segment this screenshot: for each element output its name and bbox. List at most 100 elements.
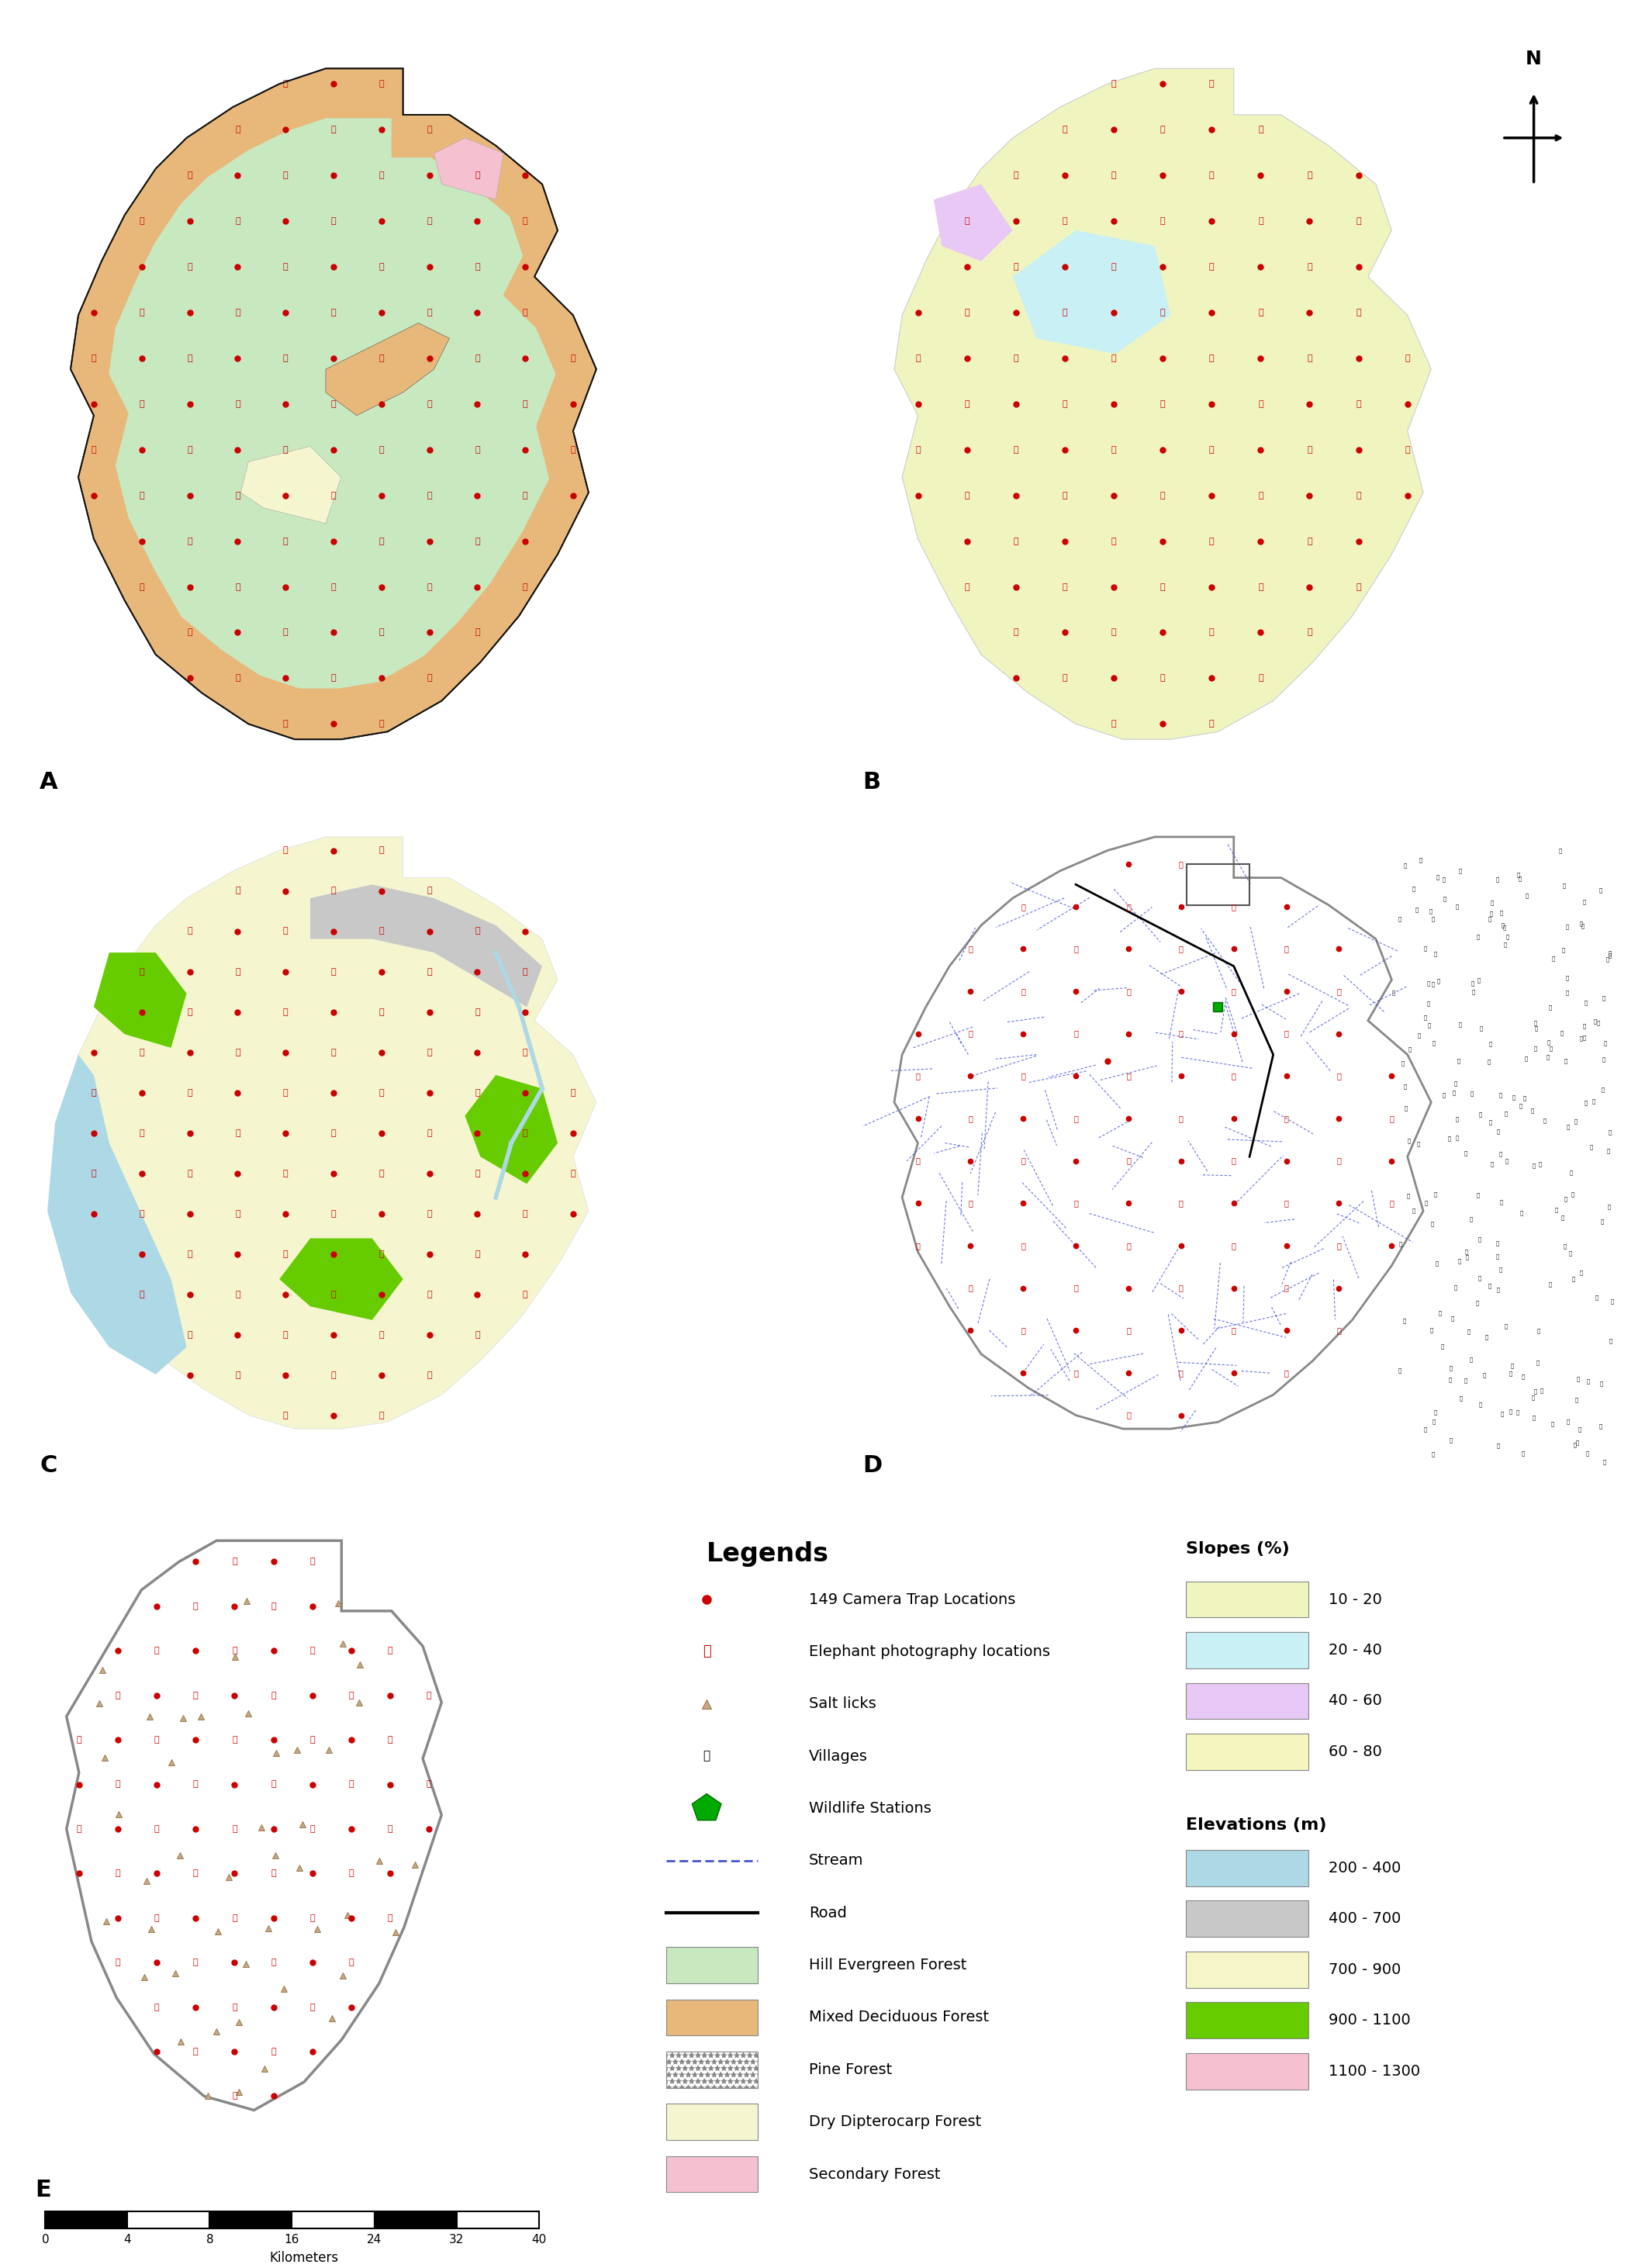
- Text: 🐘: 🐘: [271, 1869, 276, 1878]
- Text: 🏠: 🏠: [1564, 1243, 1568, 1250]
- Text: 🐘: 🐘: [309, 1558, 314, 1565]
- Text: 🐘: 🐘: [192, 1780, 197, 1787]
- Text: 🏠: 🏠: [1582, 1023, 1586, 1030]
- Text: 🐘: 🐘: [378, 1089, 383, 1095]
- Text: 🏠: 🏠: [1497, 1254, 1500, 1259]
- Text: 🐘: 🐘: [378, 1007, 383, 1016]
- Text: 🐘: 🐘: [1355, 492, 1360, 499]
- Text: 🐘: 🐘: [969, 1030, 972, 1036]
- Text: 🐘: 🐘: [271, 1780, 276, 1787]
- Text: 🐘: 🐘: [271, 2048, 276, 2055]
- Text: 🐘: 🐘: [283, 846, 288, 855]
- Text: 🏠: 🏠: [1464, 1250, 1467, 1254]
- Text: 🐘: 🐘: [475, 538, 480, 544]
- Text: 🏠: 🏠: [1476, 1193, 1479, 1198]
- Text: 🏠: 🏠: [1426, 980, 1430, 987]
- Text: 🐘: 🐘: [388, 1735, 393, 1744]
- Text: 🐘: 🐘: [1337, 1327, 1341, 1334]
- Bar: [1186, 2003, 1308, 2039]
- Text: 🏠: 🏠: [1464, 1377, 1467, 1383]
- Bar: [127, 2211, 209, 2227]
- Text: 🏠: 🏠: [1576, 1377, 1579, 1381]
- Bar: [456, 2211, 540, 2227]
- Text: 🐘: 🐘: [155, 1914, 160, 1921]
- Text: 🐘: 🐘: [1074, 1030, 1077, 1036]
- Text: 🏠: 🏠: [1420, 857, 1423, 862]
- Text: 🐘: 🐘: [1232, 903, 1235, 909]
- Text: 🏠: 🏠: [1573, 1442, 1576, 1447]
- Text: 🏠: 🏠: [1525, 894, 1528, 898]
- Text: 🏠: 🏠: [1609, 1129, 1612, 1134]
- Text: 🏠: 🏠: [1551, 1422, 1555, 1427]
- Text: 🏠: 🏠: [1487, 1059, 1490, 1064]
- Text: 🐘: 🐘: [1110, 719, 1117, 728]
- Text: 🐘: 🐘: [115, 1780, 120, 1787]
- Text: 🏠: 🏠: [1522, 1374, 1525, 1379]
- Text: Mixed Deciduous Forest: Mixed Deciduous Forest: [809, 2009, 989, 2025]
- Text: 🏠: 🏠: [1418, 1032, 1421, 1036]
- Text: 🏠: 🏠: [1555, 1207, 1558, 1213]
- Text: 🏠: 🏠: [1413, 887, 1416, 891]
- Text: 🏠: 🏠: [1500, 1200, 1504, 1204]
- Text: 🐘: 🐘: [349, 1692, 354, 1699]
- Text: 🐘: 🐘: [475, 354, 480, 363]
- Text: 🏠: 🏠: [1479, 1111, 1482, 1118]
- Text: 🐘: 🐘: [1232, 1073, 1235, 1080]
- Text: 🏠: 🏠: [1500, 923, 1504, 928]
- Text: 🏠: 🏠: [1436, 1261, 1439, 1266]
- Text: 🐘: 🐘: [331, 887, 336, 894]
- Text: 🏠: 🏠: [1584, 1000, 1587, 1005]
- Text: 🏠: 🏠: [1416, 907, 1420, 912]
- Text: 🐘: 🐘: [1127, 903, 1130, 909]
- Text: 🐘: 🐘: [475, 172, 480, 179]
- Text: 🐘: 🐘: [969, 1114, 972, 1123]
- Text: 🐘: 🐘: [475, 263, 480, 270]
- Text: 🏠: 🏠: [1550, 1046, 1553, 1050]
- Text: 🐘: 🐘: [378, 79, 383, 88]
- Text: 🏠: 🏠: [1550, 1005, 1553, 1009]
- Text: 🏠: 🏠: [1469, 1216, 1472, 1222]
- Text: 🏠: 🏠: [1561, 1216, 1564, 1220]
- Text: 400 - 700: 400 - 700: [1329, 1912, 1402, 1926]
- Text: 🐘: 🐘: [271, 1960, 276, 1966]
- Text: 🐘: 🐘: [283, 1250, 288, 1259]
- Text: 🐘: 🐘: [1308, 538, 1313, 544]
- Text: 🐘: 🐘: [283, 447, 288, 454]
- Text: 🐘: 🐘: [1405, 354, 1410, 363]
- Text: 🏠: 🏠: [1454, 1286, 1457, 1290]
- Text: 🐘: 🐘: [1022, 1243, 1025, 1250]
- Text: 🐘: 🐘: [140, 308, 145, 315]
- Text: 🐘: 🐘: [1160, 308, 1165, 315]
- Text: 🐘: 🐘: [115, 1960, 120, 1966]
- Text: 🐘: 🐘: [571, 1170, 576, 1177]
- Text: 🐘: 🐘: [571, 447, 576, 454]
- Text: 🏠: 🏠: [1497, 1442, 1500, 1449]
- Text: 🐘: 🐘: [388, 1647, 393, 1656]
- Text: 🏠: 🏠: [1584, 1100, 1587, 1105]
- Text: 🏠: 🏠: [1515, 1411, 1518, 1415]
- Text: 🏠: 🏠: [1489, 1120, 1492, 1125]
- Text: 🐘: 🐘: [1285, 1370, 1288, 1377]
- Text: 🐘: 🐘: [378, 172, 383, 179]
- Bar: [666, 2157, 758, 2193]
- Text: 🏠: 🏠: [1476, 934, 1479, 939]
- Text: 🏠: 🏠: [1522, 1452, 1525, 1456]
- Text: 🏠: 🏠: [1448, 1136, 1451, 1141]
- Text: 🐘: 🐘: [1337, 1243, 1341, 1250]
- Text: 🐘: 🐘: [1063, 399, 1068, 408]
- Text: 🏠: 🏠: [1566, 1125, 1569, 1129]
- Text: 🏠: 🏠: [1428, 1023, 1431, 1027]
- Text: 🐘: 🐘: [331, 125, 336, 134]
- Text: 🐘: 🐘: [969, 1284, 972, 1293]
- Text: 🐘: 🐘: [1405, 447, 1410, 454]
- Text: 🐘: 🐘: [192, 1603, 197, 1610]
- Text: 🏠: 🏠: [1546, 1055, 1550, 1059]
- Text: 🏠: 🏠: [1504, 925, 1507, 930]
- Text: 🏠: 🏠: [1531, 1395, 1535, 1399]
- Text: 🐘: 🐘: [378, 1411, 383, 1420]
- Text: 🐘: 🐘: [283, 1089, 288, 1095]
- Polygon shape: [48, 1055, 186, 1374]
- Text: 🏠: 🏠: [1403, 1318, 1406, 1322]
- Text: 🐘: 🐘: [1258, 218, 1263, 225]
- Text: 🐘: 🐘: [331, 1209, 336, 1218]
